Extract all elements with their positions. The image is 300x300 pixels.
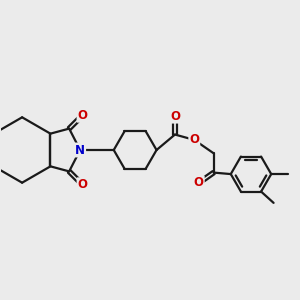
Text: O: O: [194, 176, 204, 190]
Text: N: N: [75, 143, 85, 157]
Text: O: O: [189, 134, 199, 146]
Text: O: O: [77, 109, 88, 122]
Text: O: O: [170, 110, 180, 123]
Text: O: O: [77, 178, 88, 191]
